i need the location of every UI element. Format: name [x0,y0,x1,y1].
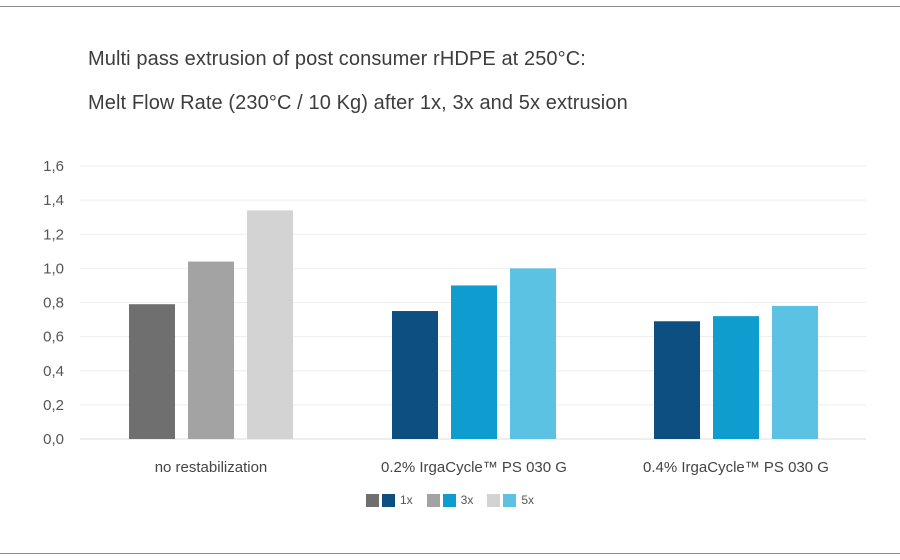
legend-swatch-blue-3x [442,493,456,507]
bar-1x [129,304,175,439]
legend-swatch-grey-5x [487,493,501,507]
chart-title-line-1: Multi pass extrusion of post consumer rH… [88,48,586,70]
y-tick-label: 0,6 [43,329,64,346]
y-tick-label: 1,0 [43,260,64,277]
legend-item-3x: 3x [426,493,474,507]
bar-3x [188,261,234,439]
x-category-label: 0.2% IrgaCycle™ PS 030 G [381,459,567,476]
legend-item-1x: 1x [365,493,413,507]
bar-5x [772,305,818,439]
legend-label-3x: 3x [460,493,474,507]
y-tick-label: 1,2 [43,226,64,243]
top-rule [0,6,900,7]
bar-3x [713,316,759,439]
bar-5x [247,210,293,439]
legend-swatch-grey-1x [365,493,379,507]
legend-item-5x: 5x [487,493,534,507]
chart-title-line-2: Melt Flow Rate (230°C / 10 Kg) after 1x,… [88,92,628,114]
chart-legend: 1x 3x 5x [0,493,900,507]
legend-label-1x: 1x [399,493,413,507]
legend-label-5x: 5x [521,493,535,507]
x-category-label: 0.4% IrgaCycle™ PS 030 G [643,459,829,476]
legend-swatch-grey-3x [426,493,440,507]
y-tick-label: 0,8 [43,295,64,312]
bar-1x [392,311,438,439]
bar-1x [654,321,700,439]
bar-3x [451,285,497,439]
y-tick-label: 0,0 [43,431,64,448]
bottom-rule [0,553,900,554]
y-tick-label: 1,4 [43,192,64,209]
legend-swatch-blue-1x [381,493,395,507]
y-tick-label: 0,4 [43,363,64,380]
bar-5x [510,268,556,439]
x-category-label: no restabilization [155,459,268,476]
y-tick-label: 1,6 [43,158,64,175]
legend-swatch-blue-5x [503,493,517,507]
y-tick-label: 0,2 [43,397,64,414]
